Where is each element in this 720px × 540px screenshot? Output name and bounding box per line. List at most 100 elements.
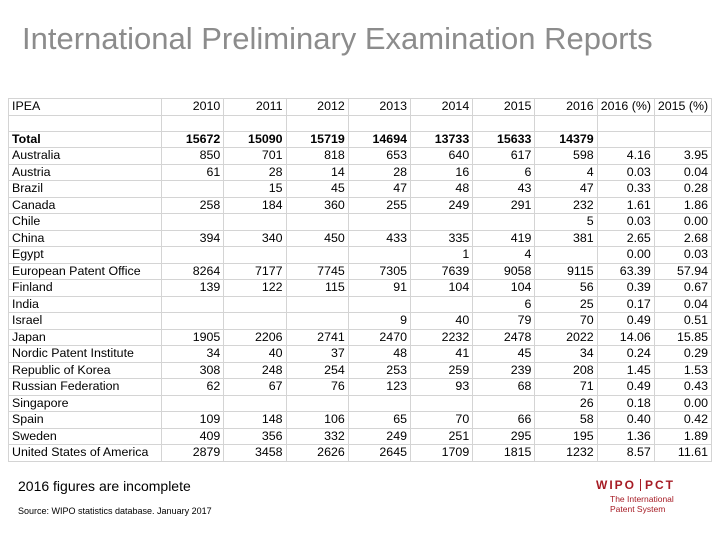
table-cell: 37 — [285, 345, 349, 363]
table-cell: 0.04 — [653, 295, 712, 313]
row-label: Finland — [8, 279, 163, 297]
table-cell: 122 — [223, 279, 287, 297]
table-cell: 93 — [409, 378, 474, 396]
table-cell: 57.94 — [653, 262, 712, 280]
table-row: India 6 25 0.17 0.04 — [8, 295, 712, 313]
table-cell: 232 — [534, 196, 598, 214]
row-label: China — [8, 229, 163, 247]
table-cell — [223, 312, 287, 330]
table-cell: 2015 (%) — [653, 98, 712, 116]
table-cell: 45 — [472, 345, 536, 363]
table-cell: 4 — [534, 163, 598, 181]
table-cell: 255 — [347, 196, 411, 214]
table-cell: 0.24 — [596, 345, 655, 363]
table-cell: 0.49 — [596, 378, 655, 396]
table-cell: 15090 — [223, 130, 287, 148]
table-cell: 13733 — [409, 130, 474, 148]
table-cell: 28 — [223, 163, 287, 181]
table-total-row: Total 15672 15090 15719 14694 13733 15633 14379 — [8, 130, 712, 148]
table-cell: 259 — [409, 361, 474, 379]
table-cell — [596, 130, 655, 148]
table-cell: 0.33 — [596, 180, 655, 198]
table-cell: 61 — [161, 163, 225, 181]
table-cell: 26 — [534, 394, 598, 412]
table-cell: 47 — [534, 180, 598, 198]
table-cell: 0.51 — [653, 312, 712, 330]
table-cell: 2013 — [347, 98, 411, 116]
table-cell — [472, 114, 536, 132]
table-row: European Patent Office 8264 7177 7745 7305 76… — [8, 262, 712, 280]
table-cell: 356 — [223, 427, 287, 445]
table-cell: 3458 — [223, 444, 287, 462]
page-title: International Preliminary Examination Re… — [22, 21, 653, 56]
table-cell: 258 — [161, 196, 225, 214]
table-cell: 109 — [161, 411, 225, 429]
table-cell: 6 — [472, 163, 536, 181]
table-cell: 79 — [472, 312, 536, 330]
table-cell — [161, 213, 225, 231]
table-cell: 253 — [347, 361, 411, 379]
table-cell — [534, 114, 598, 132]
table-cell: 47 — [347, 180, 411, 198]
row-label — [8, 114, 163, 132]
table-cell — [223, 213, 287, 231]
table-cell — [409, 213, 474, 231]
table-cell: 598 — [534, 147, 598, 165]
table-cell: 48 — [347, 345, 411, 363]
table-cell: 123 — [347, 378, 411, 396]
table-cell: 0.28 — [653, 180, 712, 198]
table-cell — [161, 180, 225, 198]
table-cell: 291 — [472, 196, 536, 214]
table-cell: 2010 — [161, 98, 225, 116]
table-cell: 6 — [472, 295, 536, 313]
table-spacer-row — [8, 114, 712, 132]
table-cell: 0.17 — [596, 295, 655, 313]
table-cell: 104 — [409, 279, 474, 297]
logo-pct-text: PCT — [645, 478, 675, 492]
table-cell: 25 — [534, 295, 598, 313]
table-cell: 409 — [161, 427, 225, 445]
table-cell: 2206 — [223, 328, 287, 346]
table-cell: 0.67 — [653, 279, 712, 297]
table-cell: 251 — [409, 427, 474, 445]
table-cell: 0.40 — [596, 411, 655, 429]
table-cell: 0.03 — [596, 213, 655, 231]
ipea-table-container: IPEA 2010 2011 2012 2013 2014 2015 2016 2016 (%)… — [8, 98, 712, 466]
row-label: Egypt — [8, 246, 163, 264]
table-cell: 15719 — [285, 130, 349, 148]
table-cell: 2014 — [409, 98, 474, 116]
table-row: Egypt 1 4 0.00 0.03 — [8, 246, 712, 264]
table-cell: 0.18 — [596, 394, 655, 412]
table-cell: 1.61 — [596, 196, 655, 214]
table-cell: 104 — [472, 279, 536, 297]
table-cell: 254 — [285, 361, 349, 379]
table-cell: 1.45 — [596, 361, 655, 379]
table-cell: 14379 — [534, 130, 598, 148]
table-cell: 7305 — [347, 262, 411, 280]
table-cell: 2478 — [472, 328, 536, 346]
table-cell — [653, 114, 712, 132]
table-cell: 360 — [285, 196, 349, 214]
row-label: India — [8, 295, 163, 313]
table-cell: 2011 — [223, 98, 287, 116]
table-cell: 0.42 — [653, 411, 712, 429]
table-cell: 9058 — [472, 262, 536, 280]
table-cell: 0.00 — [653, 213, 712, 231]
table-cell: 62 — [161, 378, 225, 396]
table-cell: 0.29 — [653, 345, 712, 363]
table-cell — [161, 114, 225, 132]
logo-wipo-text: WIPO — [596, 478, 636, 492]
table-cell: 115 — [285, 279, 349, 297]
table-cell: 2879 — [161, 444, 225, 462]
table-cell: 2.68 — [653, 229, 712, 247]
table-cell: 9 — [347, 312, 411, 330]
table-cell: 1.36 — [596, 427, 655, 445]
table-row: Spain 109 148 106 65 70 66 58 0.40 0.42 — [8, 411, 712, 429]
table-cell: 335 — [409, 229, 474, 247]
table-header-row: IPEA 2010 2011 2012 2013 2014 2015 2016 2016 (%)… — [8, 98, 712, 116]
table-cell: 2741 — [285, 328, 349, 346]
source-note: Source: WIPO statistics database. Januar… — [18, 506, 212, 516]
table-cell — [347, 213, 411, 231]
table-cell: 239 — [472, 361, 536, 379]
row-label: Nordic Patent Institute — [8, 345, 163, 363]
